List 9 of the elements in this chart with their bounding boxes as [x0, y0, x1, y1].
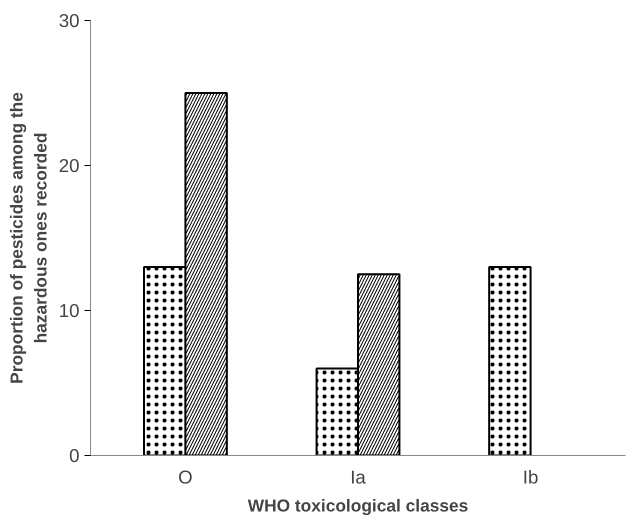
x-tick-label: Ib — [522, 466, 538, 488]
x-axis-title: WHO toxicological classes — [248, 496, 468, 516]
y-tick-label: 30 — [58, 10, 80, 31]
y-tick-label: 0 — [69, 445, 80, 466]
y-axis-title: Proportion of pesticides among the hazardous ones recorded — [6, 92, 51, 384]
y-tick-label: 20 — [58, 155, 80, 176]
x-tick-label: O — [178, 466, 193, 488]
x-tick-label: Ia — [350, 466, 366, 488]
y-tick-label: 10 — [58, 300, 80, 321]
